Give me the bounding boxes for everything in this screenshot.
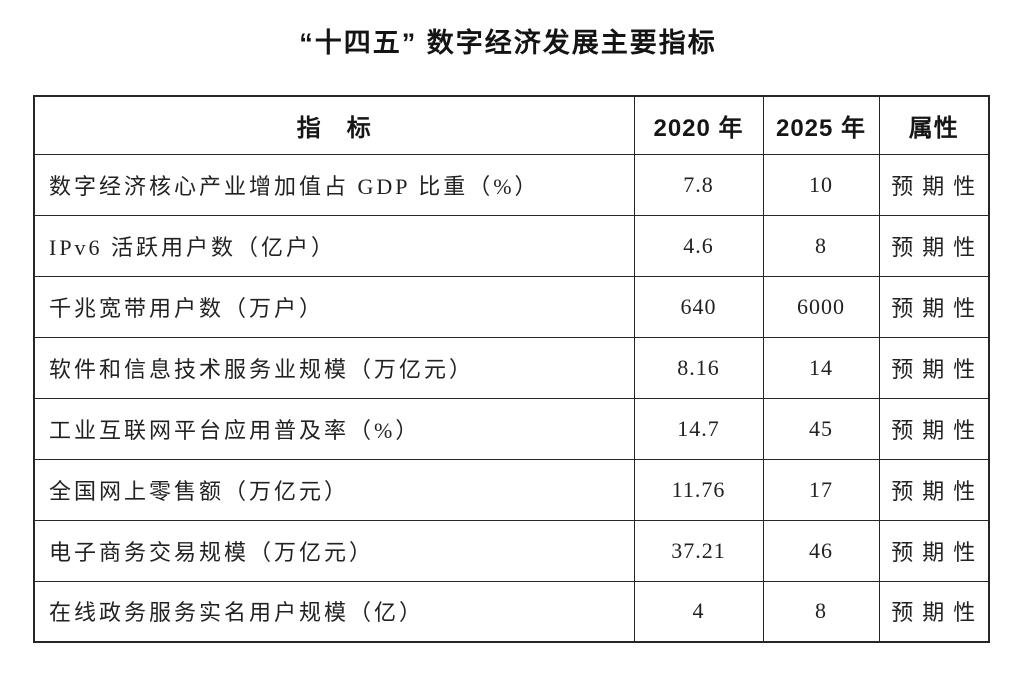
table-row: 工业互联网平台应用普及率（%） 14.7 45 预期性	[33, 397, 990, 460]
cell-attribute: 预期性	[878, 397, 990, 460]
cell-indicator: 电子商务交易规模（万亿元）	[33, 519, 635, 582]
cell-2025: 46	[762, 519, 880, 582]
cell-2020: 4	[633, 580, 764, 643]
cell-2020: 7.8	[633, 153, 764, 216]
cell-indicator: 工业互联网平台应用普及率（%）	[33, 397, 635, 460]
cell-attribute: 预期性	[878, 519, 990, 582]
table-row: 软件和信息技术服务业规模（万亿元） 8.16 14 预期性	[33, 336, 990, 399]
cell-attribute: 预期性	[878, 336, 990, 399]
indicators-table: 指 标 2020 年 2025 年 属性 数字经济核心产业增加值占 GDP 比重…	[33, 95, 990, 643]
cell-2025: 14	[762, 336, 880, 399]
cell-2025: 17	[762, 458, 880, 521]
cell-indicator: 在线政务服务实名用户规模（亿）	[33, 580, 635, 643]
table-row: 千兆宽带用户数（万户） 640 6000 预期性	[33, 275, 990, 338]
cell-indicator: 千兆宽带用户数（万户）	[33, 275, 635, 338]
cell-indicator: 全国网上零售额（万亿元）	[33, 458, 635, 521]
cell-2020: 11.76	[633, 458, 764, 521]
table-row: 全国网上零售额（万亿元） 11.76 17 预期性	[33, 458, 990, 521]
cell-2020: 640	[633, 275, 764, 338]
cell-attribute: 预期性	[878, 153, 990, 216]
table-row: 数字经济核心产业增加值占 GDP 比重（%） 7.8 10 预期性	[33, 153, 990, 216]
cell-2025: 6000	[762, 275, 880, 338]
table-row: IPv6 活跃用户数（亿户） 4.6 8 预期性	[33, 214, 990, 277]
cell-2025: 8	[762, 580, 880, 643]
cell-2020: 4.6	[633, 214, 764, 277]
cell-attribute: 预期性	[878, 458, 990, 521]
cell-2025: 8	[762, 214, 880, 277]
cell-attribute: 预期性	[878, 580, 990, 643]
table-row: 电子商务交易规模（万亿元） 37.21 46 预期性	[33, 519, 990, 582]
cell-indicator: 数字经济核心产业增加值占 GDP 比重（%）	[33, 153, 635, 216]
cell-2020: 8.16	[633, 336, 764, 399]
header-2020: 2020 年	[633, 95, 764, 155]
header-2025: 2025 年	[762, 95, 880, 155]
cell-attribute: 预期性	[878, 214, 990, 277]
cell-2020: 14.7	[633, 397, 764, 460]
cell-2025: 45	[762, 397, 880, 460]
cell-2020: 37.21	[633, 519, 764, 582]
page-title: “十四五” 数字经济发展主要指标	[299, 28, 717, 58]
cell-attribute: 预期性	[878, 275, 990, 338]
header-indicator: 指 标	[33, 95, 635, 155]
cell-indicator: 软件和信息技术服务业规模（万亿元）	[33, 336, 635, 399]
table-row: 在线政务服务实名用户规模（亿） 4 8 预期性	[33, 580, 990, 643]
cell-2025: 10	[762, 153, 880, 216]
header-row: 指 标 2020 年 2025 年 属性	[33, 95, 990, 155]
header-attribute: 属性	[878, 95, 990, 155]
cell-indicator: IPv6 活跃用户数（亿户）	[33, 214, 635, 277]
